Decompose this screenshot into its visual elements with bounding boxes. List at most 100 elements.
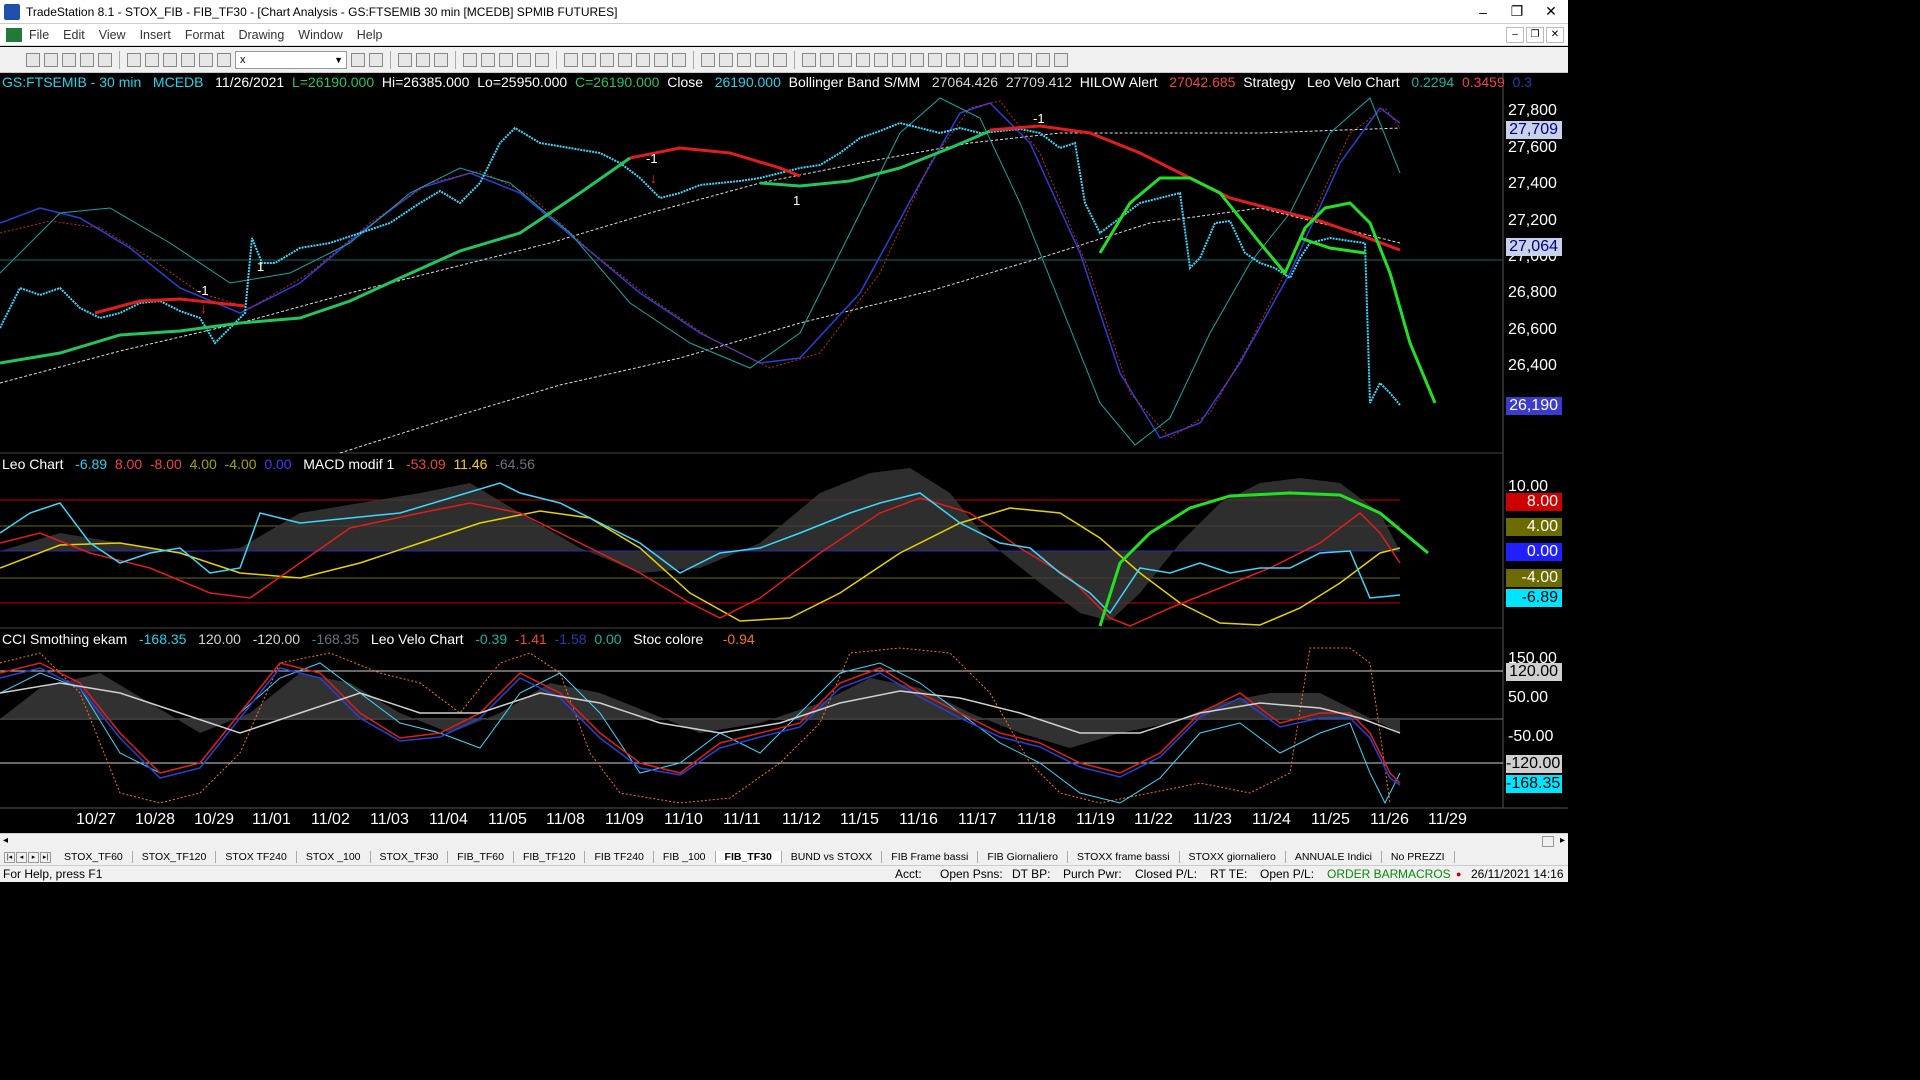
menu-help[interactable]: Help: [356, 27, 383, 42]
radarscreen-icon[interactable]: [416, 52, 430, 67]
tab-fib-tf60[interactable]: FIB_TF60: [448, 851, 514, 863]
tab-no-prezzi[interactable]: No PREZZI: [1382, 851, 1455, 863]
arrow-up-icon[interactable]: [1000, 52, 1014, 67]
chart-scrollbar[interactable]: ◂ ▸: [0, 833, 1568, 849]
speed-lines-icon[interactable]: [946, 52, 960, 67]
menu-drawing[interactable]: Drawing: [238, 27, 285, 42]
line-chart-icon[interactable]: [600, 52, 614, 67]
tab-annuale-indici[interactable]: ANNUALE Indici: [1286, 851, 1382, 863]
tab-stox-100[interactable]: STOX _100: [297, 851, 371, 863]
menu-edit[interactable]: Edit: [63, 27, 85, 42]
vertical-line-icon[interactable]: [820, 52, 834, 67]
date-axis-label: 11/08: [546, 811, 585, 828]
day-trade-bp-label: DT BP:: [1012, 867, 1051, 881]
menu-file[interactable]: File: [29, 27, 50, 42]
arc-icon[interactable]: [964, 52, 978, 67]
leo-level-value: -8.00: [149, 456, 182, 472]
mdi-restore-button[interactable]: ❐: [1526, 26, 1544, 43]
format-icon[interactable]: [517, 52, 531, 67]
indicator-icon[interactable]: [463, 52, 477, 67]
cut-icon[interactable]: [127, 52, 141, 67]
tab-fib-100[interactable]: FIB _100: [654, 851, 716, 863]
restore-button[interactable]: ❐: [1510, 3, 1524, 19]
scrollbar-thumb[interactable]: [1542, 836, 1554, 847]
tab-fib-tf30[interactable]: FIB_TF30: [715, 851, 782, 863]
alert-icon[interactable]: [755, 52, 769, 67]
tab-prev-icon[interactable]: ◂: [16, 851, 27, 863]
text-icon[interactable]: [1054, 52, 1068, 67]
minimize-button[interactable]: ‒: [1479, 3, 1487, 20]
menu-format[interactable]: Format: [184, 27, 225, 42]
pointer-icon[interactable]: [701, 52, 715, 67]
chart-canvas[interactable]: -1 ↓ ↑ 1 -1 ↓ 1 -1: [0, 73, 1568, 833]
tab-last-icon[interactable]: ▸|: [40, 851, 51, 863]
tab-stoxx-giornaliero[interactable]: STOXX giornaliero: [1180, 851, 1286, 863]
tools-icon[interactable]: [737, 52, 751, 67]
tab-fib-giornaliero[interactable]: FIB Giornaliero: [978, 851, 1068, 863]
menu-window[interactable]: Window: [298, 27, 343, 42]
scroll-left-icon[interactable]: ◂: [3, 835, 9, 846]
hilow-red-line: [94, 297, 246, 315]
order-bar-indicator[interactable]: ORDER BAR: [1327, 867, 1399, 881]
print-icon[interactable]: [80, 52, 94, 67]
crosshair-icon[interactable]: [719, 52, 733, 67]
tab-bund-vs-stoxx[interactable]: BUND vs STOXX: [782, 851, 883, 863]
paste-icon[interactable]: [163, 52, 177, 67]
menu-view[interactable]: View: [98, 27, 126, 42]
open-icon[interactable]: [44, 52, 58, 67]
trendline-icon[interactable]: [802, 52, 816, 67]
chart-icon[interactable]: [398, 52, 412, 67]
scroll-left-icon[interactable]: [618, 52, 632, 67]
refresh-icon[interactable]: [535, 52, 549, 67]
tab-stox-tf240[interactable]: STOX TF240: [216, 851, 297, 863]
scroll-right-icon[interactable]: ▸: [1559, 835, 1565, 846]
tab-fib-frame-bassi[interactable]: FIB Frame bassi: [882, 851, 979, 863]
order-icon[interactable]: [773, 52, 787, 67]
find-symbol-icon[interactable]: [369, 52, 383, 67]
menu-bar: File Edit View Insert Format Drawing Win…: [0, 24, 1568, 46]
zoom-out-icon[interactable]: [672, 52, 686, 67]
chart-window-icon[interactable]: [6, 27, 22, 42]
close-button[interactable]: ✕: [1545, 3, 1557, 19]
print-preview-icon[interactable]: [98, 52, 112, 67]
data-window-icon[interactable]: [499, 52, 513, 67]
gann-icon[interactable]: [874, 52, 888, 67]
tab-next-icon[interactable]: ▸: [28, 851, 39, 863]
copy-icon[interactable]: [145, 52, 159, 67]
channel-icon[interactable]: [910, 52, 924, 67]
palette-icon[interactable]: [217, 52, 231, 67]
ellipse-icon[interactable]: [1018, 52, 1032, 67]
link-icon[interactable]: [199, 52, 213, 67]
candle-icon[interactable]: [582, 52, 596, 67]
tab-stoxx-frame-bassi[interactable]: STOXX frame bassi: [1068, 851, 1180, 863]
rectangle-icon[interactable]: [1036, 52, 1050, 67]
tab-stox-tf30[interactable]: STOX_TF30: [371, 851, 449, 863]
mdi-minimize-button[interactable]: ‒: [1506, 26, 1524, 43]
matrix-icon[interactable]: [434, 52, 448, 67]
tab-fib-tf120[interactable]: FIB_TF120: [514, 851, 586, 863]
zoom-in-icon[interactable]: [654, 52, 668, 67]
bar-type-icon[interactable]: [564, 52, 578, 67]
go-arrow-icon[interactable]: [351, 52, 365, 67]
leo-level-box: 8.00: [1506, 493, 1562, 511]
regression-icon[interactable]: [892, 52, 906, 67]
new-icon[interactable]: [26, 52, 40, 67]
strategy-icon[interactable]: [481, 52, 495, 67]
fibonacci-icon[interactable]: [856, 52, 870, 67]
mdi-close-button[interactable]: ✕: [1546, 26, 1564, 43]
lock-icon[interactable]: [181, 52, 195, 67]
menu-insert[interactable]: Insert: [139, 27, 171, 42]
chevron-down-icon[interactable]: ▼: [334, 54, 343, 65]
tab-stox-tf60[interactable]: STOX_TF60: [55, 851, 133, 863]
save-icon[interactable]: [62, 52, 76, 67]
andrews-pitchfork-icon[interactable]: [928, 52, 942, 67]
arrow-down-icon[interactable]: [982, 52, 996, 67]
tab-fib-tf240[interactable]: FIB TF240: [585, 851, 654, 863]
scroll-right-icon[interactable]: [636, 52, 650, 67]
tab-stox-tf120[interactable]: STOX_TF120: [133, 851, 217, 863]
macros-indicator[interactable]: MACROS: [1398, 867, 1451, 881]
symbol-combo[interactable]: x ▼: [235, 50, 347, 69]
tab-first-icon[interactable]: |◂: [4, 851, 15, 863]
chart-analysis-window[interactable]: -1 ↓ ↑ 1 -1 ↓ 1 -1 GS:FTSE: [0, 73, 1568, 833]
horizontal-line-icon[interactable]: [838, 52, 852, 67]
